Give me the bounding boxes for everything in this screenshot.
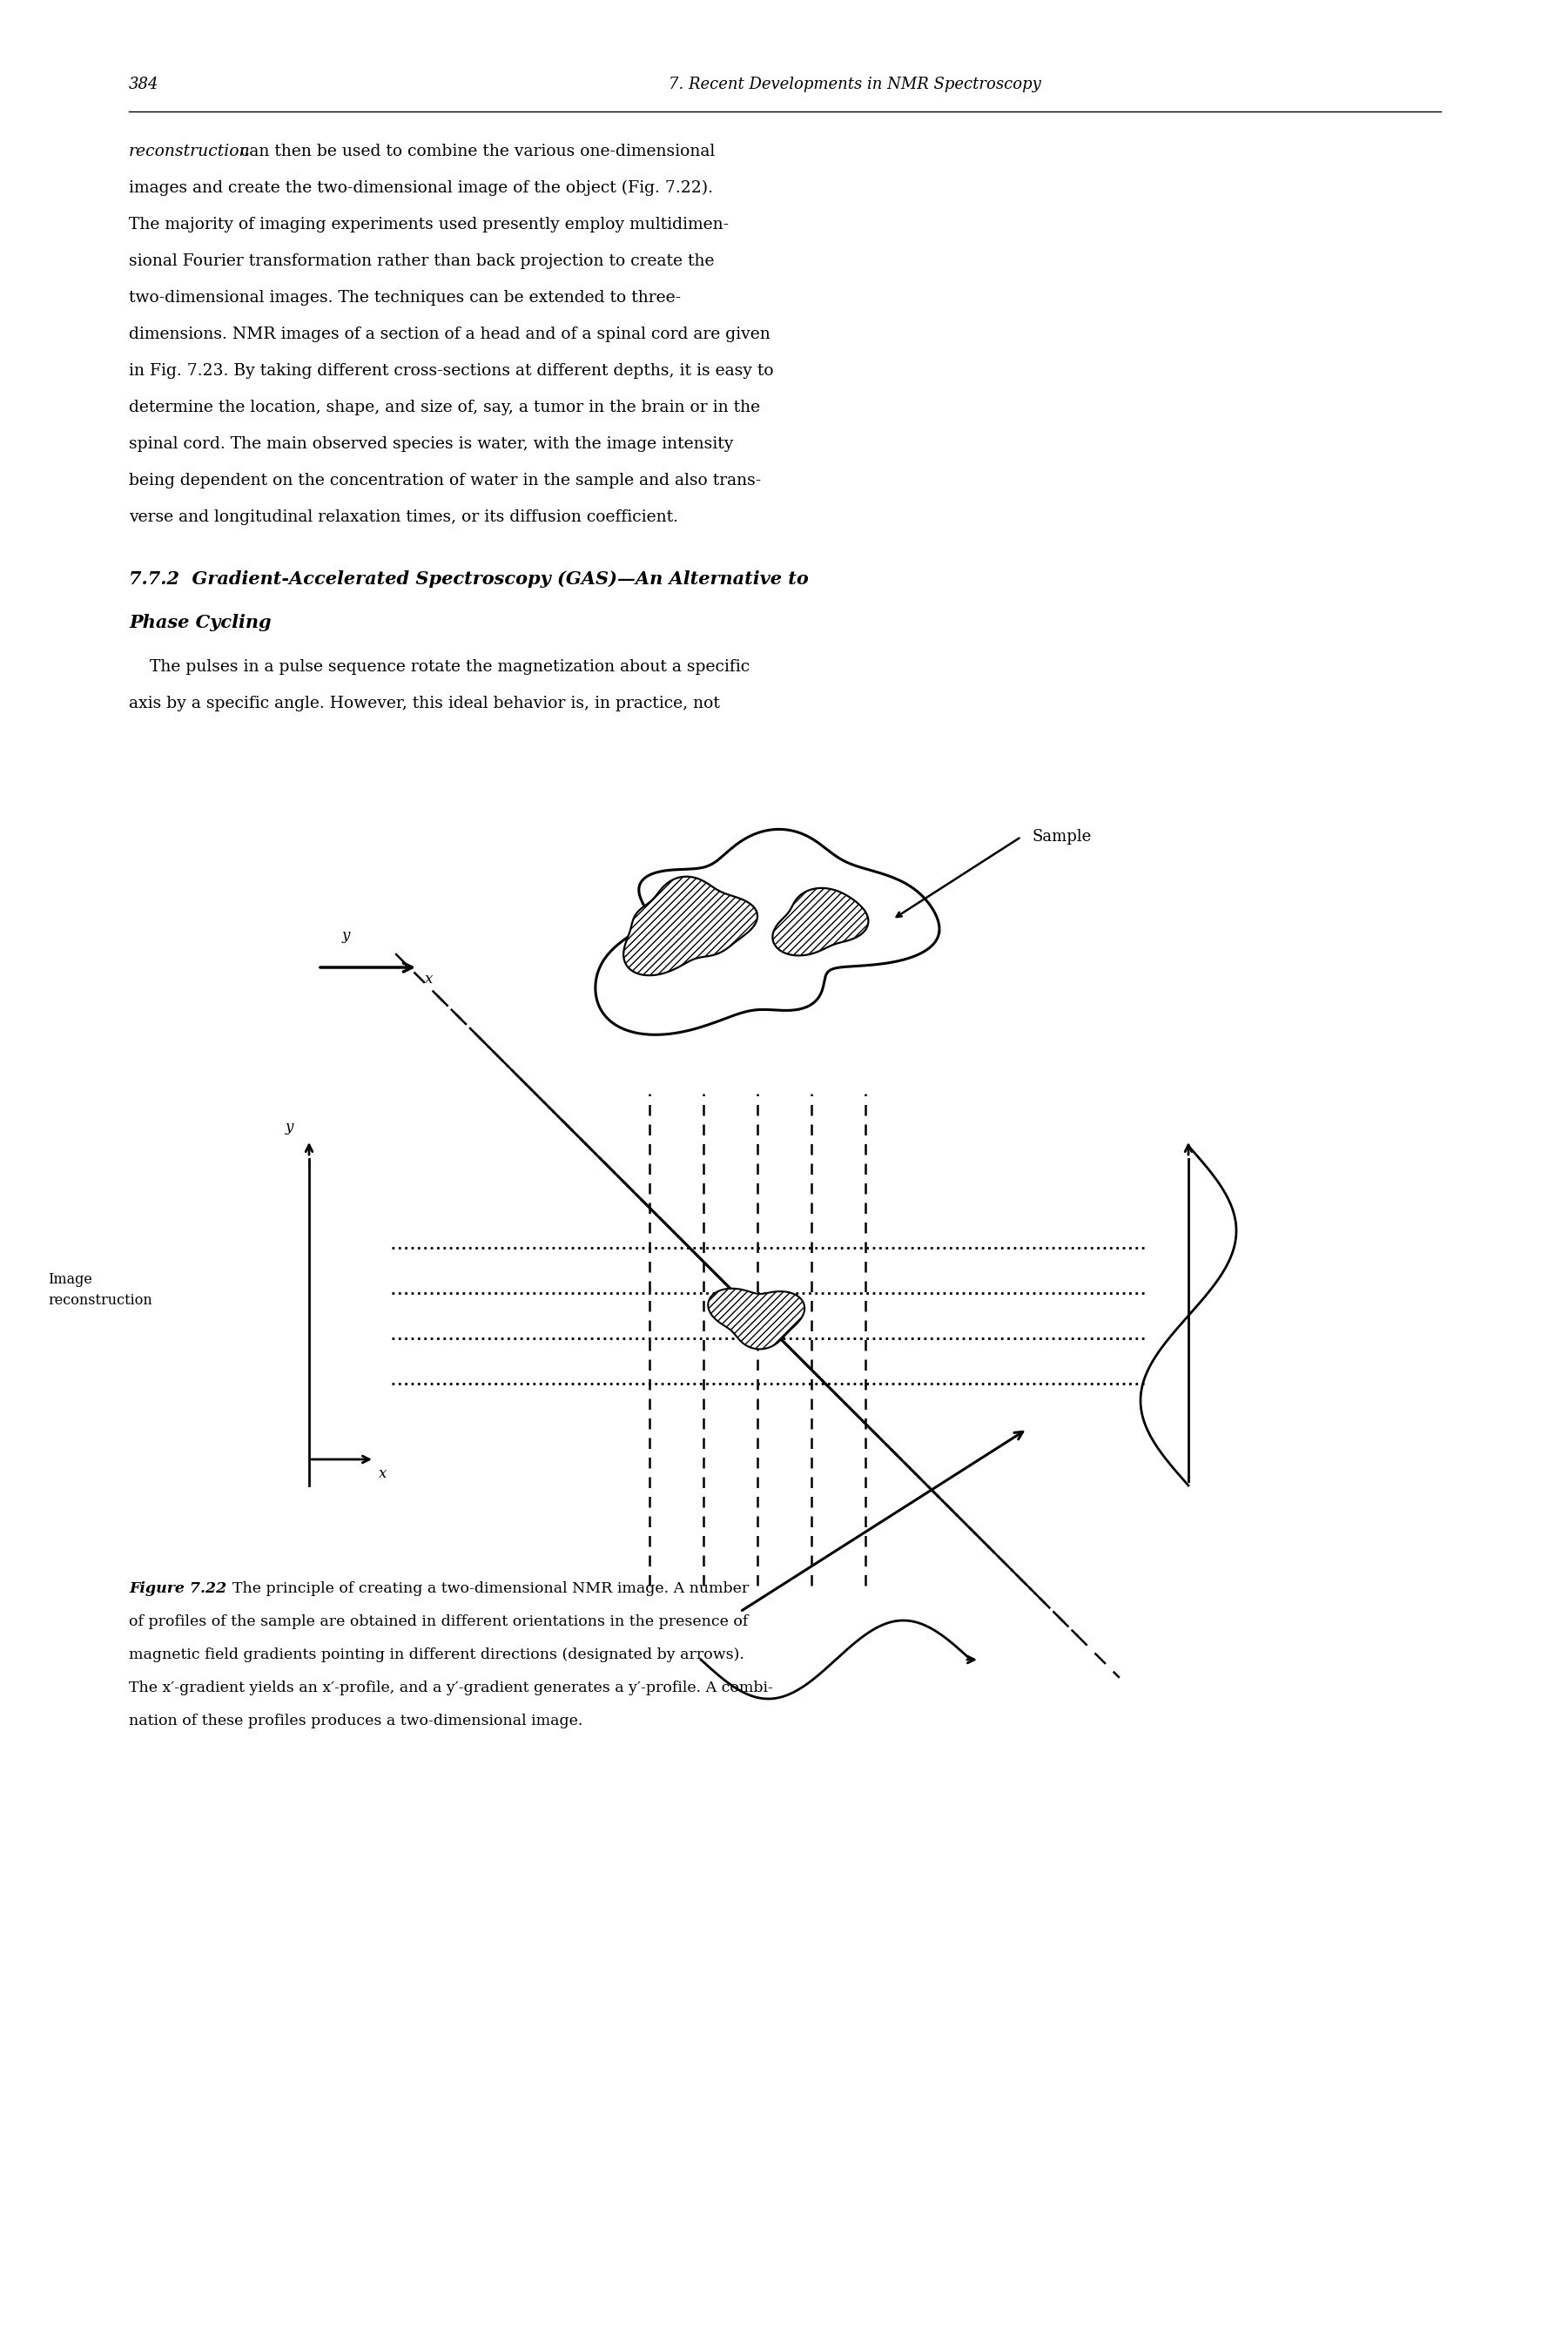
Text: Image
reconstruction: Image reconstruction (49, 1272, 152, 1307)
Text: 7.7.2  Gradient-Accelerated Spectroscopy (GAS)—An Alternative to: 7.7.2 Gradient-Accelerated Spectroscopy … (129, 571, 809, 588)
Text: The majority of imaging experiments used presently employ multidimen-: The majority of imaging experiments used… (129, 216, 729, 233)
Text: Sample: Sample (1032, 830, 1091, 844)
Text: x: x (425, 971, 433, 987)
Text: reconstruction: reconstruction (129, 143, 251, 160)
Text: y: y (342, 929, 350, 943)
Polygon shape (773, 889, 869, 955)
Text: can then be used to combine the various one-dimensional: can then be used to combine the various … (235, 143, 715, 160)
Text: Phase Cycling: Phase Cycling (129, 614, 271, 632)
Text: sional Fourier transformation rather than back projection to create the: sional Fourier transformation rather tha… (129, 254, 715, 268)
Text: being dependent on the concentration of water in the sample and also trans-: being dependent on the concentration of … (129, 473, 760, 489)
Text: Figure 7.22: Figure 7.22 (129, 1582, 227, 1596)
Text: of profiles of the sample are obtained in different orientations in the presence: of profiles of the sample are obtained i… (129, 1615, 748, 1629)
Text: images and create the two-dimensional image of the object (Fig. 7.22).: images and create the two-dimensional im… (129, 181, 713, 195)
Text: 7. Recent Developments in NMR Spectroscopy: 7. Recent Developments in NMR Spectrosco… (668, 78, 1041, 92)
Text: axis by a specific angle. However, this ideal behavior is, in practice, not: axis by a specific angle. However, this … (129, 696, 720, 712)
Polygon shape (624, 877, 757, 976)
Text: two-dimensional images. The techniques can be extended to three-: two-dimensional images. The techniques c… (129, 289, 681, 306)
Text: 384: 384 (129, 78, 158, 92)
Text: verse and longitudinal relaxation times, or its diffusion coefficient.: verse and longitudinal relaxation times,… (129, 510, 679, 524)
Text: The x′-gradient yields an x′-profile, and a y′-gradient generates a y′-profile. : The x′-gradient yields an x′-profile, an… (129, 1681, 773, 1695)
Text: dimensions. NMR images of a section of a head and of a spinal cord are given: dimensions. NMR images of a section of a… (129, 327, 770, 343)
Text: in Fig. 7.23. By taking different cross-sections at different depths, it is easy: in Fig. 7.23. By taking different cross-… (129, 362, 773, 379)
Text: x: x (379, 1467, 387, 1481)
Text: y: y (285, 1119, 293, 1136)
Text: The principle of creating a two-dimensional NMR image. A number: The principle of creating a two-dimensio… (223, 1582, 750, 1596)
Polygon shape (709, 1288, 804, 1349)
Text: determine the location, shape, and size of, say, a tumor in the brain or in the: determine the location, shape, and size … (129, 400, 760, 416)
Text: spinal cord. The main observed species is water, with the image intensity: spinal cord. The main observed species i… (129, 437, 734, 451)
Polygon shape (596, 830, 939, 1034)
Text: magnetic field gradients pointing in different directions (designated by arrows): magnetic field gradients pointing in dif… (129, 1648, 745, 1662)
Text: nation of these profiles produces a two-dimensional image.: nation of these profiles produces a two-… (129, 1714, 583, 1728)
Text: The pulses in a pulse sequence rotate the magnetization about a specific: The pulses in a pulse sequence rotate th… (129, 658, 750, 675)
